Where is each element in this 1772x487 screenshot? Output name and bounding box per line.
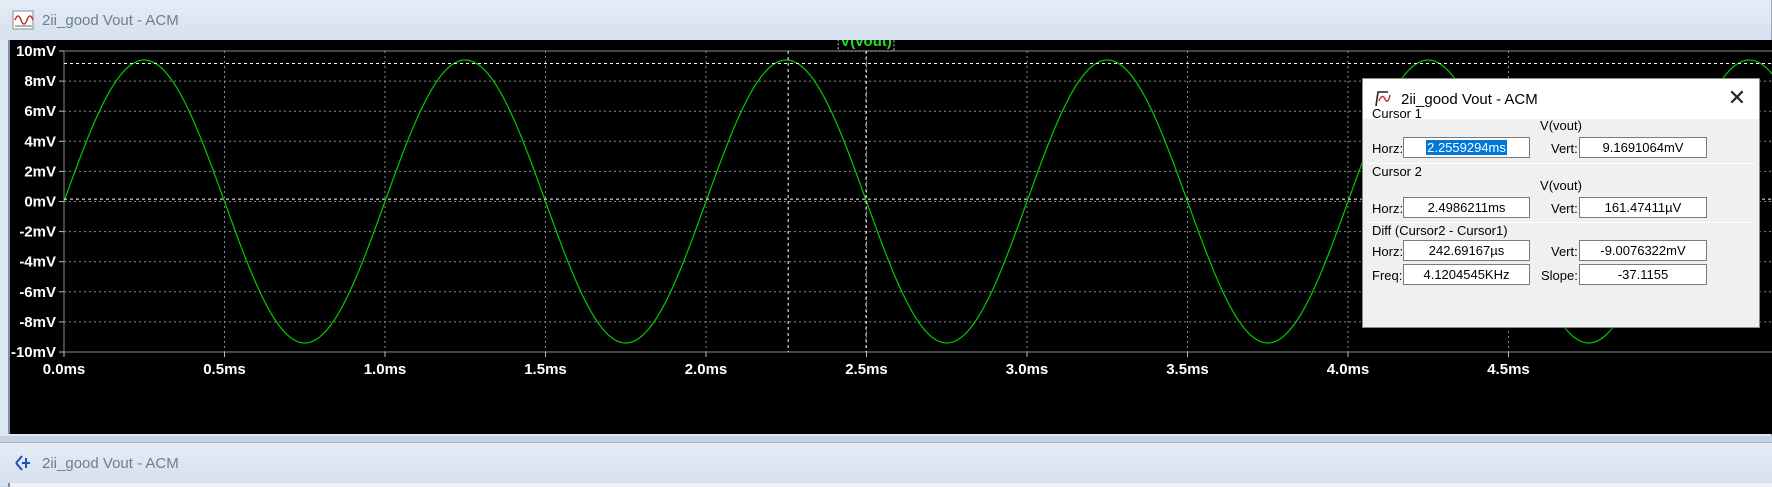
diff-freq-value: 4.1204545KHz: [1423, 267, 1510, 282]
diff-horz-label: Horz:: [1372, 244, 1404, 259]
diff-vert-label: Vert:: [1551, 244, 1578, 259]
waveform-window-titlebar[interactable]: 2ii_good Vout - ACM: [0, 0, 1771, 40]
cursor1-vert-value: 9.1691064mV: [1602, 140, 1684, 155]
diff-slope-label: Slope:: [1541, 268, 1578, 283]
x-tick-label: 2.0ms: [685, 361, 728, 378]
x-tick-label: 3.5ms: [1166, 361, 1209, 378]
y-tick-label: 4mV: [24, 133, 56, 150]
schematic-window-body[interactable]: [8, 483, 1772, 487]
cursor-dialog: 2ii_good Vout - ACM ✕ Cursor 1 V(vout) H…: [1362, 78, 1760, 328]
x-tick-label: 0.0ms: [43, 361, 86, 378]
y-tick-label: -2mV: [19, 224, 56, 241]
cursor2-vert-label: Vert:: [1551, 201, 1578, 216]
close-icon[interactable]: ✕: [1727, 85, 1747, 110]
cursor-dialog-title: 2ii_good Vout - ACM: [1401, 90, 1538, 108]
cursor-dialog-icon: [1375, 91, 1391, 107]
y-tick-label: 2mV: [24, 163, 56, 180]
trace-label-box: [837, 40, 895, 52]
cursor-dialog-titlebar[interactable]: 2ii_good Vout - ACM ✕: [1363, 79, 1759, 119]
cursor1-vert-label: Vert:: [1551, 141, 1578, 156]
x-tick-label: 0.5ms: [203, 361, 246, 378]
schematic-window-title: 2ii_good Vout - ACM: [42, 454, 179, 472]
diff-freq-label: Freq:: [1372, 268, 1403, 283]
trace-label-vout[interactable]: V(vout): [840, 40, 892, 50]
separator: [1367, 163, 1755, 164]
cursor2-group-label: Cursor 2: [1372, 164, 1422, 179]
diff-horz-value: 242.69167µs: [1428, 243, 1505, 258]
cursor2-horz-label: Horz:: [1372, 201, 1404, 216]
y-tick-label: 8mV: [24, 73, 56, 90]
x-tick-label: 4.5ms: [1487, 361, 1530, 378]
schematic-window-titlebar[interactable]: 2ii_good Vout - ACM: [0, 443, 1772, 483]
cursor1-horz-label: Horz:: [1372, 141, 1404, 156]
y-tick-label: 0mV: [24, 194, 56, 211]
y-tick-label: -10mV: [11, 344, 56, 361]
schematic-window-icon: [15, 455, 30, 471]
waveform-window-icon: [12, 10, 34, 30]
schematic-window: 2ii_good Vout - ACM: [0, 442, 1772, 487]
x-tick-label: 3.0ms: [1006, 361, 1049, 378]
diff-group-label: Diff (Cursor2 - Cursor1): [1372, 223, 1508, 238]
cursor2-vert-field[interactable]: 161.47411µV: [1579, 197, 1707, 218]
y-tick-label: -4mV: [19, 254, 56, 271]
x-tick-label: 2.5ms: [845, 361, 888, 378]
x-tick-label: 1.5ms: [524, 361, 567, 378]
cursor1-vert-field[interactable]: 9.1691064mV: [1579, 137, 1707, 158]
x-tick-label: 1.0ms: [364, 361, 407, 378]
y-tick-label: -6mV: [19, 284, 56, 301]
cursor2-trace-name: V(vout): [1540, 178, 1582, 193]
cursor2-horz-value: 2.4986211ms: [1427, 200, 1506, 215]
diff-slope-field[interactable]: -37.1155: [1579, 264, 1707, 285]
x-tick-label: 4.0ms: [1327, 361, 1370, 378]
cursor1-group-label: Cursor 1: [1372, 106, 1422, 121]
y-tick-label: -8mV: [19, 314, 56, 331]
y-tick-label: 10mV: [16, 43, 56, 60]
separator: [1367, 222, 1755, 223]
waveform-window-title: 2ii_good Vout - ACM: [42, 11, 179, 29]
diff-horz-field[interactable]: 242.69167µs: [1403, 240, 1530, 261]
diff-vert-field[interactable]: -9.0076322mV: [1579, 240, 1707, 261]
cursor2-vert-value: 161.47411µV: [1604, 200, 1682, 215]
diff-freq-field[interactable]: 4.1204545KHz: [1403, 264, 1530, 285]
cursor1-horz-value: 2.2559294ms: [1426, 140, 1507, 155]
diff-slope-value: -37.1155: [1617, 267, 1669, 282]
cursor1-trace-name: V(vout): [1540, 118, 1582, 133]
cursor1-horz-field[interactable]: 2.2559294ms: [1403, 137, 1530, 158]
diff-vert-value: -9.0076322mV: [1600, 243, 1686, 258]
cursor2-horz-field[interactable]: 2.4986211ms: [1403, 197, 1530, 218]
y-tick-label: 6mV: [24, 103, 56, 120]
